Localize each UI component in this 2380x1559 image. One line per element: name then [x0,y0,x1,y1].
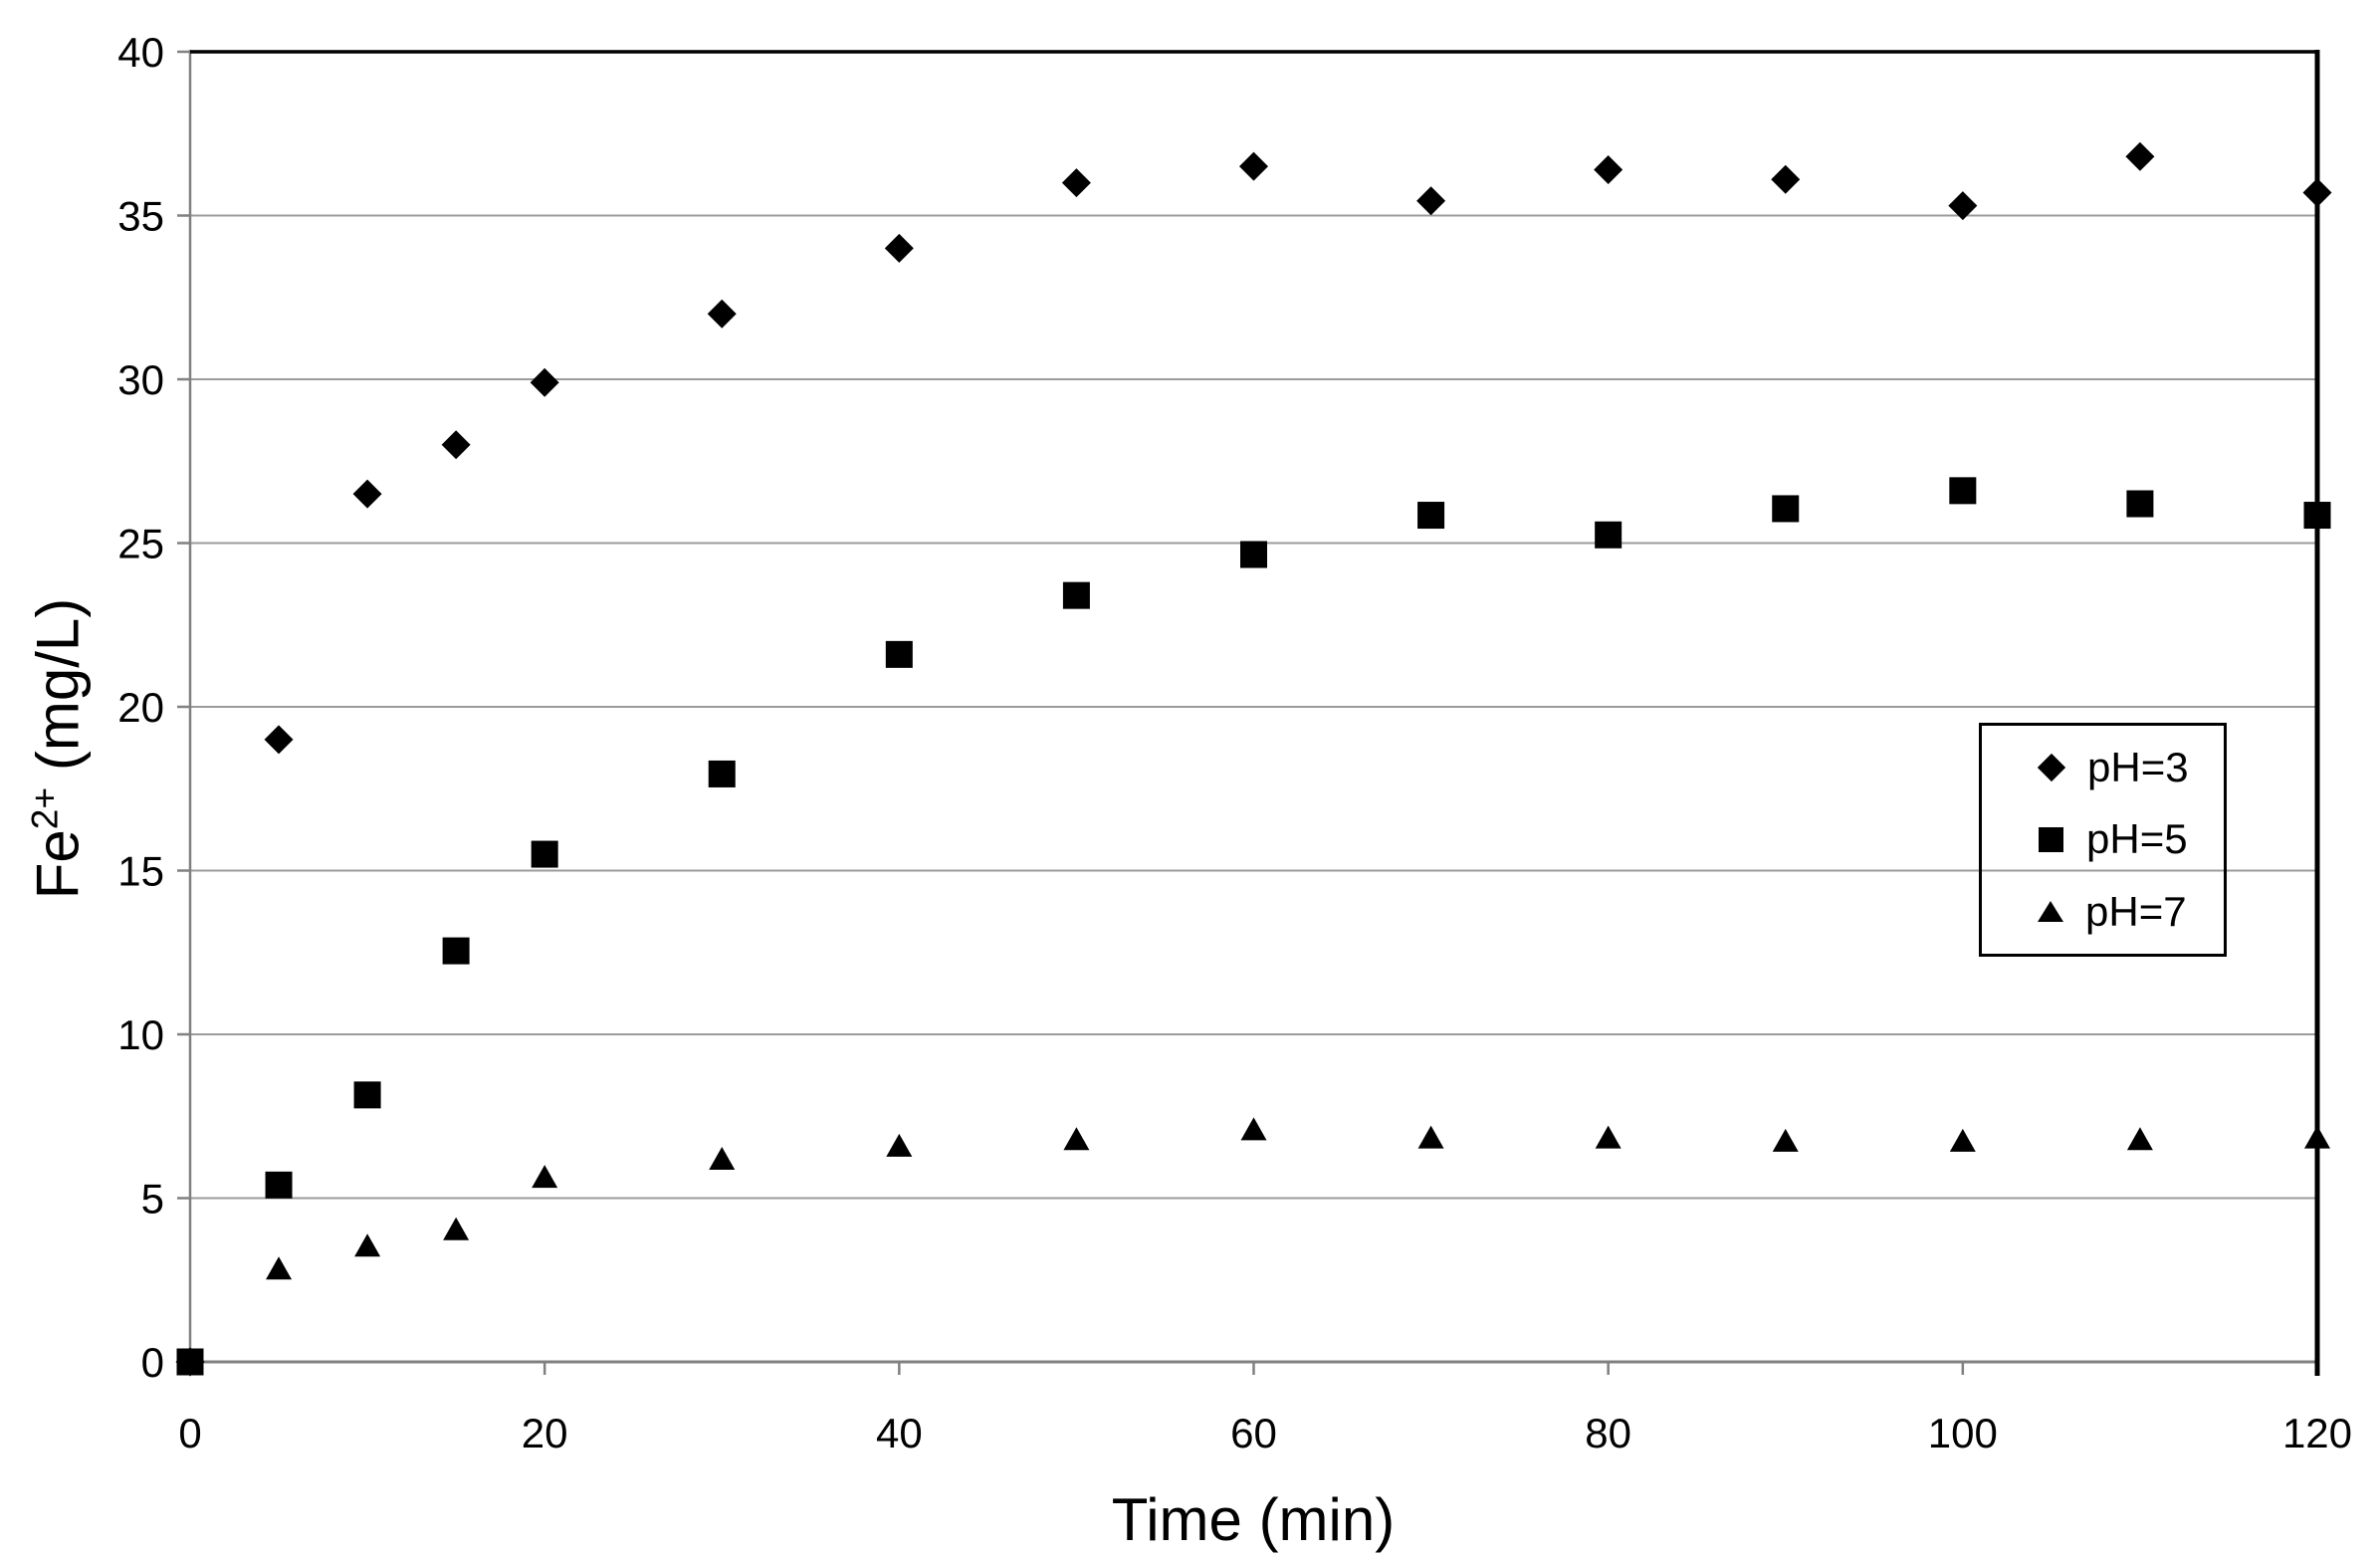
legend-triangle-icon [2038,901,2063,923]
data-point-square [708,760,736,787]
y-axis-title-superscript: 2+ [23,786,66,830]
legend-item: pH=7 [1982,887,2224,935]
x-tick-label: 80 [1585,1410,1631,1456]
data-point-square [2126,490,2154,518]
y-axis-title-base: Fe [24,829,92,900]
y-axis-title-units: (mg/L) [24,597,92,787]
y-tick-label: 35 [117,193,164,240]
x-tick-label: 40 [876,1410,923,1456]
data-point-triangle [266,1256,293,1280]
data-point-diamond [1771,164,1801,194]
legend: pH=3 pH=5 pH=7 [1979,723,2227,957]
data-point-diamond [707,299,737,329]
data-point-square [1417,502,1445,530]
x-tick-label: 0 [178,1410,201,1456]
data-point-square [442,937,470,965]
legend-label: pH=3 [2087,744,2189,791]
data-point-triangle [2126,1127,2153,1151]
data-point-triangle [1063,1127,1090,1151]
x-axis-title: Time (min) [1111,1486,1396,1553]
x-tick-label: 120 [2282,1410,2352,1456]
data-point-square [1949,477,1977,505]
legend-label: pH=5 [2086,815,2188,863]
data-point-square [353,1081,381,1109]
x-tick-label: 60 [1230,1410,1277,1456]
data-point-diamond [530,367,559,397]
x-tick-label: 20 [522,1410,568,1456]
data-point-square [1240,541,1267,568]
data-point-triangle [1949,1128,1976,1152]
data-point-square [885,640,913,668]
data-point-diamond [1416,186,1446,216]
data-point-diamond [264,725,294,755]
data-point-diamond [1061,168,1091,198]
data-point-diamond [441,430,471,460]
y-tick-label: 40 [117,29,164,76]
data-point-diamond [1948,191,1978,221]
data-point-diamond [2125,141,2155,171]
data-point-square [2303,502,2331,530]
data-point-triangle [709,1147,736,1171]
data-point-triangle [2304,1125,2330,1149]
legend-item: pH=3 [1982,747,2224,788]
data-point-diamond [352,479,382,509]
data-point-square [1595,521,1623,549]
data-point-triangle [532,1165,558,1189]
data-point-triangle [1240,1117,1267,1141]
legend-diamond-icon [2037,754,2066,782]
data-point-triangle [886,1133,913,1157]
y-tick-label: 0 [141,1339,164,1386]
y-tick-label: 20 [117,684,164,731]
y-tick-label: 10 [117,1011,164,1058]
data-point-triangle [1417,1125,1444,1149]
legend-square-icon [2039,826,2063,852]
data-point-diamond [884,233,914,263]
data-point-triangle [354,1233,381,1257]
data-point-square [531,840,558,868]
legend-label: pH=7 [2085,887,2187,935]
data-point-triangle [177,1350,203,1373]
y-tick-label: 15 [117,848,164,895]
y-tick-label: 30 [117,356,164,403]
data-point-triangle [1772,1128,1799,1152]
y-tick-label: 25 [117,521,164,567]
data-point-square [1062,581,1090,609]
data-point-diamond [2302,177,2332,207]
data-point-diamond [1239,151,1268,181]
data-point-square [1772,495,1800,523]
y-tick-label: 5 [141,1176,164,1223]
legend-item: pH=5 [1982,818,2224,860]
data-point-triangle [1595,1125,1622,1149]
data-point-diamond [1594,154,1623,184]
data-point-square [265,1171,293,1199]
y-axis-title: Fe2+ (mg/L) [24,598,93,899]
x-tick-label: 100 [1928,1410,1998,1456]
data-point-triangle [443,1217,470,1240]
